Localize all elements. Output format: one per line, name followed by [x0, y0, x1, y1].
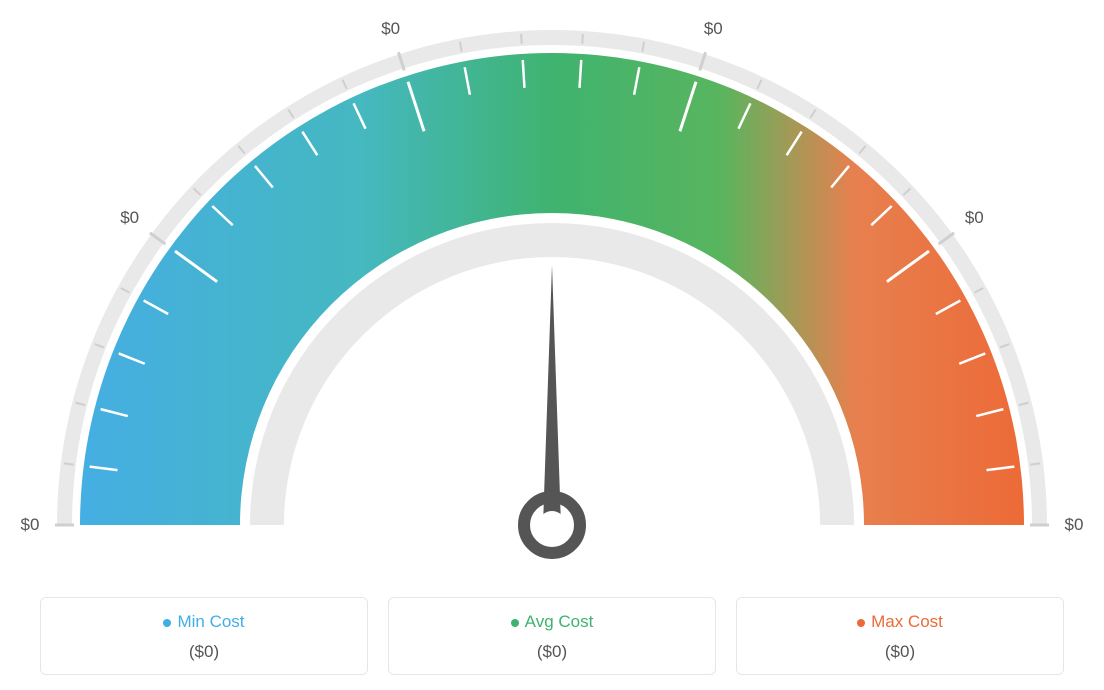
cost-gauge-chart: $0 $0 $0 $0 $0 $0 Min Cost ($0) Avg Cost ($0)… — [0, 0, 1104, 690]
gauge-tick-label: $0 — [120, 208, 139, 228]
legend-max-cost: Max Cost ($0) — [736, 597, 1064, 675]
legend-min-text: Min Cost — [177, 612, 244, 631]
legend-dot-avg — [511, 619, 519, 627]
legend-dot-max — [857, 619, 865, 627]
gauge-svg — [0, 0, 1104, 560]
legend-avg-label: Avg Cost — [399, 612, 705, 632]
legend-avg-text: Avg Cost — [525, 612, 594, 631]
legend-avg-value: ($0) — [399, 642, 705, 662]
legend-dot-min — [163, 619, 171, 627]
legend-row: Min Cost ($0) Avg Cost ($0) Max Cost ($0… — [40, 597, 1064, 675]
legend-avg-cost: Avg Cost ($0) — [388, 597, 716, 675]
legend-max-value: ($0) — [747, 642, 1053, 662]
gauge-tick-label: $0 — [21, 515, 40, 535]
gauge-area: $0 $0 $0 $0 $0 $0 — [0, 0, 1104, 560]
legend-min-value: ($0) — [51, 642, 357, 662]
legend-max-label: Max Cost — [747, 612, 1053, 632]
gauge-tick-label: $0 — [704, 19, 723, 39]
legend-min-label: Min Cost — [51, 612, 357, 632]
legend-max-text: Max Cost — [871, 612, 943, 631]
gauge-tick-label: $0 — [965, 208, 984, 228]
gauge-tick-label: $0 — [1065, 515, 1084, 535]
legend-min-cost: Min Cost ($0) — [40, 597, 368, 675]
gauge-tick-label: $0 — [381, 19, 400, 39]
